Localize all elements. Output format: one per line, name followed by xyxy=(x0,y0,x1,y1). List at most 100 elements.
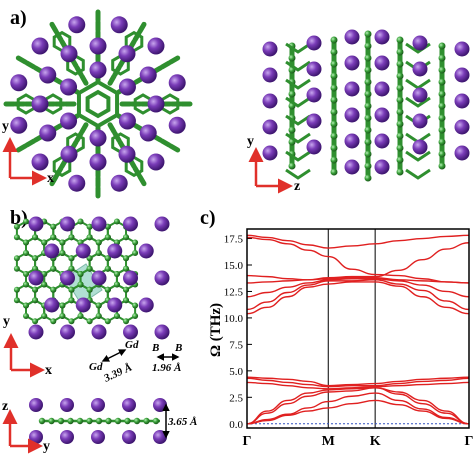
phonon-branch xyxy=(246,377,470,388)
gd-atom xyxy=(39,66,57,84)
b-atom xyxy=(105,417,112,425)
gd-atom xyxy=(122,430,136,444)
y-tick-label: 0.0 xyxy=(229,419,243,431)
b-b-bond xyxy=(79,122,89,135)
b-atom xyxy=(57,417,65,425)
b-atom xyxy=(86,255,93,262)
gd-atom xyxy=(344,159,360,175)
b-atom xyxy=(123,234,130,241)
gd-atom xyxy=(118,145,136,163)
b-atom xyxy=(288,162,296,170)
gd-atom xyxy=(374,159,390,175)
axis-letter-vertical: z xyxy=(2,399,8,414)
b-atom xyxy=(364,90,372,98)
b-atom xyxy=(32,318,39,325)
b-atom xyxy=(86,318,93,325)
b-atom xyxy=(330,108,338,116)
b-b-bond xyxy=(15,143,28,153)
b-b-bond xyxy=(168,55,181,65)
axis-letter-vertical: y xyxy=(3,314,10,329)
b-atom xyxy=(438,126,446,134)
b-atom xyxy=(123,297,130,304)
gd-atom xyxy=(262,145,278,161)
b-b-bond xyxy=(137,21,147,34)
b-atom xyxy=(68,297,75,304)
b-hexagon-ring xyxy=(76,79,120,129)
b-atom xyxy=(438,162,446,170)
b-hexagon-ring xyxy=(85,89,111,119)
b-b-bond xyxy=(24,138,37,148)
b-atom xyxy=(132,302,139,309)
b-b-bond xyxy=(285,114,311,126)
gd-gd-distance: 3.39 Å xyxy=(101,361,134,385)
b-atom xyxy=(13,286,20,293)
phonon-branch xyxy=(246,281,470,315)
phonon-branches xyxy=(246,234,470,425)
b-atom xyxy=(330,132,338,140)
gd-atom xyxy=(44,243,60,259)
gd-atom xyxy=(91,324,107,340)
b-atom xyxy=(330,72,338,80)
b-atom xyxy=(364,162,372,170)
gd-atom xyxy=(10,116,28,134)
gd-atom xyxy=(153,398,167,412)
gd-atom xyxy=(110,174,128,192)
gd-atom xyxy=(412,139,428,155)
b-atom xyxy=(50,286,57,293)
gd-atom xyxy=(374,55,390,71)
b-atom xyxy=(77,271,84,277)
b-atom xyxy=(396,72,404,80)
b-atom xyxy=(59,302,66,309)
gd-atom xyxy=(123,324,138,340)
gd-atom xyxy=(262,41,278,57)
b-b-bond xyxy=(285,60,311,72)
b-atom xyxy=(59,313,66,319)
b-atom xyxy=(396,156,404,164)
gd-atom xyxy=(454,93,470,109)
b-atom xyxy=(32,265,39,272)
gd-atoms xyxy=(262,29,470,175)
b-atom xyxy=(23,281,29,288)
gd-atom xyxy=(75,297,91,313)
b-atom xyxy=(330,168,338,176)
b-atom xyxy=(95,239,102,246)
y-tick-label: 5.0 xyxy=(229,366,243,378)
gd-atom xyxy=(344,107,360,123)
phonon-branch xyxy=(246,381,470,390)
gd-atom xyxy=(374,133,390,149)
b-atom xyxy=(113,281,120,288)
gd-atom xyxy=(138,297,154,313)
gd-atom xyxy=(60,45,78,63)
panel-label-c: c) xyxy=(200,207,216,229)
b-atom xyxy=(364,174,372,182)
gd-atom xyxy=(28,270,44,286)
axis-letter-horizontal: x xyxy=(45,363,52,378)
b-atom xyxy=(396,120,404,128)
gd-atom xyxy=(306,35,322,51)
b-atom xyxy=(32,297,39,304)
b-atom xyxy=(396,48,404,56)
phonon-branch xyxy=(246,376,470,387)
gd-atom xyxy=(29,430,43,444)
gd-atom xyxy=(139,66,157,84)
axes-indicator-a-left: y x xyxy=(2,119,54,186)
b-atom xyxy=(438,102,446,110)
gd-atom xyxy=(154,270,170,286)
b-atom xyxy=(77,313,84,319)
b-atom xyxy=(330,156,338,164)
b-atom xyxy=(364,114,372,122)
b-b-bond xyxy=(285,168,311,180)
b-atom xyxy=(38,417,46,425)
panel-a-left-structure xyxy=(3,9,193,199)
b-b-bond xyxy=(159,60,172,70)
b-atom xyxy=(330,60,338,68)
b-atom xyxy=(86,234,93,241)
axis-letter-horizontal: y xyxy=(43,439,50,454)
gd-atom xyxy=(60,216,75,232)
gd-atom xyxy=(374,29,390,45)
b-atom xyxy=(396,36,404,44)
gd-atom xyxy=(344,55,360,71)
b-atom xyxy=(364,102,372,110)
gd-atom xyxy=(306,139,322,155)
b-atom xyxy=(396,168,404,176)
